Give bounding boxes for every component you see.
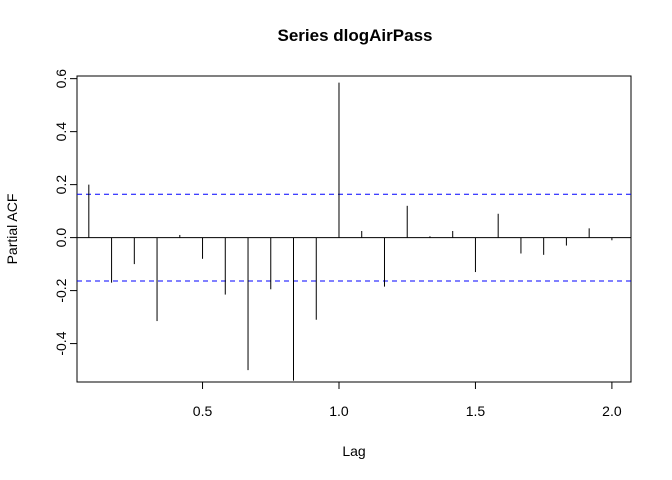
y-tick-label: 0.4 bbox=[53, 122, 69, 142]
y-tick-label: 0.0 bbox=[53, 228, 69, 248]
x-tick-label: 2.0 bbox=[602, 403, 622, 419]
x-tick-label: 0.5 bbox=[193, 403, 213, 419]
y-tick-label: 0.2 bbox=[53, 175, 69, 195]
x-tick-label: 1.5 bbox=[466, 403, 486, 419]
y-tick-label: -0.2 bbox=[53, 278, 69, 302]
y-axis-label: Partial ACF bbox=[4, 194, 20, 265]
plot-frame bbox=[76, 75, 632, 383]
chart-title: Series dlogAirPass bbox=[278, 26, 433, 45]
x-axis: 0.5 1.0 1.5 2.0 bbox=[193, 381, 622, 419]
y-tick-label: -0.4 bbox=[53, 331, 69, 355]
y-tick-label: 0.6 bbox=[53, 69, 69, 89]
x-axis-label: Lag bbox=[342, 443, 365, 459]
pacf-bars bbox=[88, 82, 613, 381]
x-tick-label: 1.0 bbox=[329, 403, 349, 419]
confidence-lines bbox=[77, 193, 631, 282]
y-axis: -0.4 -0.2 0.0 0.2 0.4 0.6 bbox=[53, 69, 78, 356]
